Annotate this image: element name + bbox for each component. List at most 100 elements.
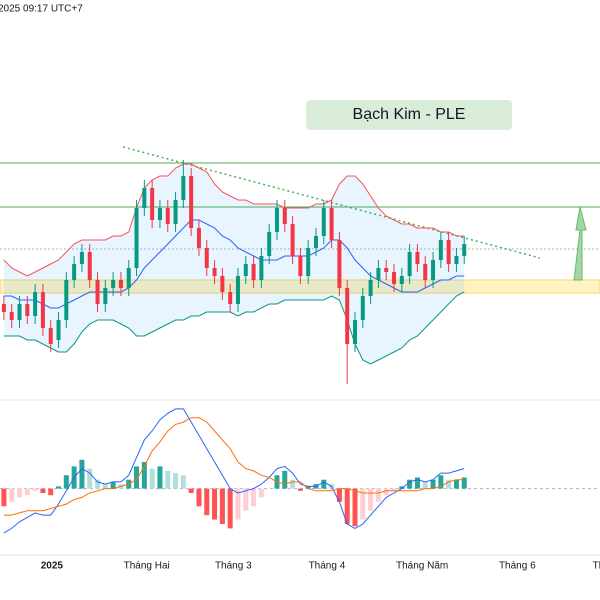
candle-body	[56, 320, 61, 340]
candle-body	[150, 188, 155, 220]
candle-body	[407, 252, 412, 276]
candle-body	[118, 280, 123, 288]
macd-line	[3, 408, 465, 534]
candle-body	[72, 264, 77, 280]
candle-body	[376, 268, 381, 280]
x-tick-label: Tháng Hai	[124, 561, 170, 572]
macd-histogram-bar	[438, 475, 444, 489]
macd-histogram-bar	[414, 477, 420, 489]
plot: 2025 Tháng Hai Tháng 3 Tháng 4 Tháng Năm Thán…	[0, 160, 600, 572]
candle-body	[103, 288, 108, 304]
band-lower	[3, 291, 465, 365]
candle-body	[134, 208, 139, 268]
candle-body	[17, 304, 22, 320]
macd-histogram-bar	[446, 479, 452, 489]
candle-body	[267, 232, 272, 256]
candle-body	[142, 188, 147, 208]
macd-histogram-bar	[17, 488, 23, 498]
candle-body	[290, 224, 295, 256]
candle-body	[87, 252, 92, 280]
macd-histogram-bar	[56, 486, 62, 489]
macd-histogram-bar	[251, 488, 257, 507]
macd-histogram-bar	[258, 488, 264, 498]
macd-histogram-bar	[9, 488, 15, 502]
macd-histogram-bar	[32, 488, 38, 491]
macd-histogram-bar	[102, 484, 108, 489]
candle-body	[9, 312, 14, 320]
macd-histogram-bar	[243, 488, 249, 511]
macd-histogram-bar	[336, 488, 342, 502]
candle-body	[189, 176, 194, 228]
candle-body	[345, 288, 350, 344]
candle-body	[196, 228, 201, 248]
up-arrow	[573, 206, 587, 281]
candle-body	[228, 292, 233, 304]
macd-histogram-bar	[1, 488, 7, 507]
macd-histogram-bar	[173, 473, 179, 489]
candle-body	[212, 268, 217, 276]
candle-body	[415, 252, 420, 264]
macd-histogram-bar	[422, 481, 428, 489]
candle-body	[399, 276, 404, 284]
macd-histogram-bar	[383, 488, 389, 496]
macd-histogram-bar	[87, 468, 93, 489]
macd-histogram-bar	[368, 488, 374, 511]
band-upper	[3, 163, 465, 277]
candle-body	[321, 208, 326, 236]
macd-histogram-bar	[461, 477, 467, 489]
candle-body	[204, 248, 209, 268]
candle-body	[368, 280, 373, 296]
macd-histogram-bar	[282, 470, 288, 489]
candle-body	[438, 240, 443, 260]
x-tick-label: Tháng 6	[499, 561, 536, 572]
macd-histogram-bar	[297, 488, 303, 491]
macd-histogram-bar	[134, 466, 140, 489]
macd-histogram-bar	[79, 459, 85, 489]
title-box	[306, 100, 512, 130]
macd-histogram-bar	[227, 488, 233, 529]
candle-body	[25, 304, 30, 316]
macd-histogram-bar	[453, 479, 459, 489]
macd-histogram-bar	[235, 488, 241, 520]
x-tick-label: Tháng Năm	[396, 561, 448, 572]
candle-body	[353, 320, 358, 344]
candle-body	[181, 176, 186, 200]
candle-body	[423, 264, 428, 280]
macd-histogram-bar	[149, 468, 155, 489]
chart-title: Bạch Kim - PLE	[353, 106, 466, 123]
candle-body	[220, 276, 225, 292]
x-tick-label: 2025	[41, 561, 64, 572]
macd-histogram-bar	[110, 481, 116, 489]
candle-body	[64, 280, 69, 320]
macd-histogram-bar	[344, 488, 350, 524]
macd-histogram-bar	[375, 488, 381, 502]
macd-histogram-bar	[180, 475, 186, 489]
macd-histogram-bar	[204, 488, 210, 516]
macd-histogram-bar	[407, 479, 413, 489]
x-tick-label: Tháng 4	[309, 561, 346, 572]
candle-body	[274, 208, 279, 232]
candle-body	[243, 264, 248, 276]
candle-body	[173, 200, 178, 224]
candle-body	[462, 244, 467, 256]
candle-body	[313, 236, 318, 248]
macd-histogram-bar	[290, 479, 296, 489]
macd-histogram-bar	[63, 475, 69, 489]
candle-body	[111, 280, 116, 288]
candle-body	[95, 280, 100, 304]
candle-body	[384, 268, 389, 272]
candle-body	[282, 208, 287, 224]
candle-body	[251, 264, 256, 280]
macd-histogram-bar	[188, 488, 194, 493]
candle-body	[298, 256, 303, 276]
candle-body	[360, 296, 365, 320]
timestamp: 2025 09:17 UTC+7	[0, 4, 83, 15]
macd-histogram-bar	[430, 479, 436, 489]
macd-histogram-bar	[196, 488, 202, 507]
band-middle	[3, 219, 465, 309]
candle-body	[48, 328, 53, 344]
x-tick-label: Tháng 3	[215, 561, 252, 572]
candle-body	[1, 304, 6, 312]
macd-histogram-bar	[305, 486, 311, 489]
